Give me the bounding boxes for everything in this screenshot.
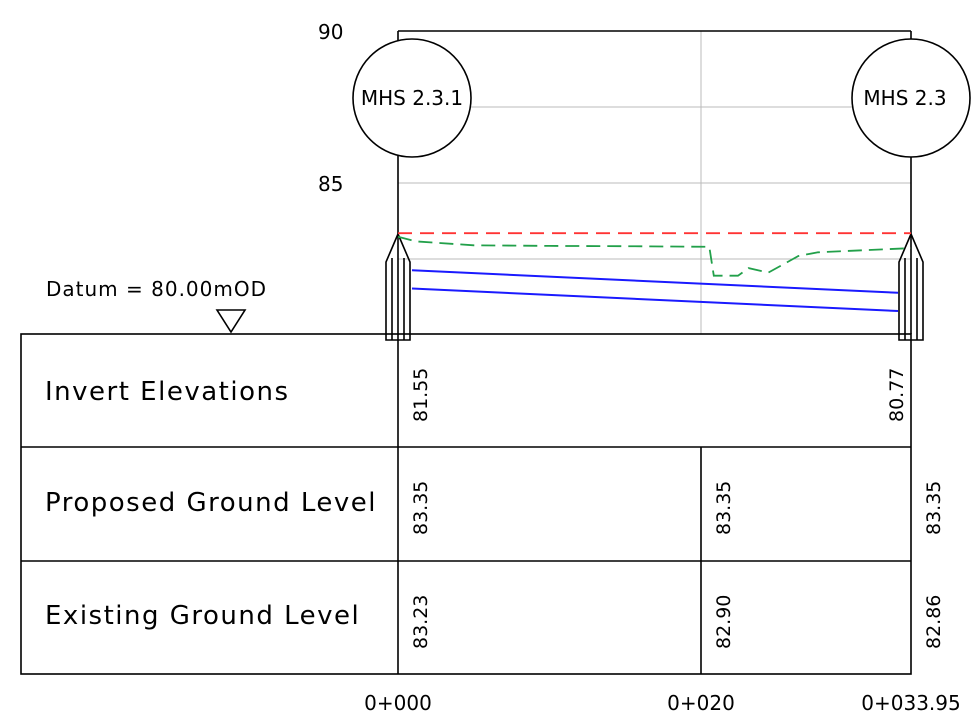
- manhole-label-start: MHS 2.3.1: [361, 86, 463, 110]
- pipe-soffit-line: [411, 269, 899, 294]
- proposed-value-end: 83.35: [923, 481, 945, 535]
- existing-value-20: 82.90: [713, 595, 735, 649]
- proposed-value-20: 83.35: [713, 481, 735, 535]
- data-table: [20, 333, 912, 675]
- existing-value-0: 83.23: [410, 595, 432, 649]
- invert-value-end: 80.77: [886, 368, 908, 422]
- chainage-label-0: 0+000: [364, 691, 432, 715]
- datum-label: Datum = 80.00mOD: [46, 277, 267, 301]
- manhole-symbol-end: MHS 2.3: [851, 38, 971, 158]
- pipe-invert-line: [411, 287, 899, 312]
- existing-ground-line: [397, 235, 912, 277]
- chainage-label-20: 0+020: [667, 691, 735, 715]
- elevation-grid: [398, 30, 911, 334]
- manhole-label-end: MHS 2.3: [863, 86, 946, 110]
- proposed-value-0: 83.35: [410, 481, 432, 535]
- datum-triangle-icon: [215, 309, 247, 334]
- row-label-existing-ground-level: Existing Ground Level: [45, 601, 360, 631]
- invert-value-start: 81.55: [410, 368, 432, 422]
- row-label-proposed-ground-level: Proposed Ground Level: [45, 488, 377, 518]
- y-tick-label-90: 90: [318, 20, 343, 44]
- y-tick-label-85: 85: [318, 172, 343, 196]
- row-label-invert-elevations: Invert Elevations: [45, 377, 290, 407]
- existing-value-end: 82.86: [923, 595, 945, 649]
- manhole-symbol-start: MHS 2.3.1: [352, 38, 472, 158]
- chainage-label-end: 0+033.95: [861, 691, 960, 715]
